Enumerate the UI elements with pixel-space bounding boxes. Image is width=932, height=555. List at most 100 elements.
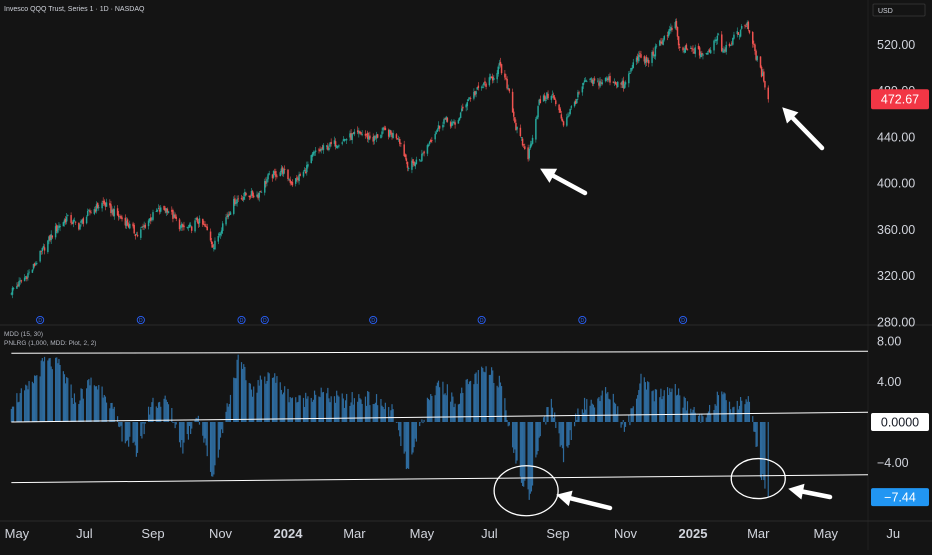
candle-body (314, 150, 317, 152)
candle-body (342, 139, 345, 141)
histogram-bar (484, 372, 486, 422)
candle-body (483, 82, 485, 86)
histogram-bar (467, 384, 469, 422)
candle-body (684, 46, 687, 53)
candle-body (530, 143, 533, 146)
candle-body (508, 88, 511, 92)
candle-body (403, 144, 405, 156)
candle-body (504, 73, 506, 78)
candle-body (256, 194, 258, 197)
histogram-bar (721, 391, 723, 422)
histogram-bar (36, 375, 38, 422)
candle-body (612, 81, 615, 83)
histogram-bar (249, 383, 251, 422)
histogram-bar (617, 406, 619, 422)
price-axis-tick-label: 280.00 (877, 316, 915, 330)
histogram-bar (267, 372, 269, 422)
candle-body (701, 52, 703, 55)
candle-body (451, 123, 453, 126)
annotation-circle[interactable] (730, 457, 786, 500)
dividend-event-icon[interactable] (369, 315, 378, 325)
histogram-bar (507, 421, 509, 427)
trend-line[interactable] (11, 350, 869, 354)
annotation-arrow[interactable] (790, 115, 825, 151)
candle-body (150, 217, 152, 221)
dividend-event-icon[interactable] (678, 315, 688, 325)
histogram-bar (31, 381, 33, 422)
annotation-arrow[interactable] (800, 489, 833, 500)
histogram-bar (337, 395, 339, 422)
histogram-bar (544, 416, 546, 422)
time-axis-tick-label: 2024 (274, 526, 304, 541)
candle-body (350, 133, 352, 140)
histogram-bar (744, 404, 746, 422)
candle-body (755, 50, 757, 60)
histogram-bar (654, 389, 656, 422)
histogram-bar (186, 421, 188, 435)
dividend-event-icon[interactable] (36, 315, 45, 325)
histogram-bar (181, 421, 183, 441)
histogram-bar (338, 396, 340, 422)
dividend-event-icon[interactable] (136, 315, 145, 325)
histogram-bar (516, 421, 518, 461)
dividend-event-icon[interactable] (477, 315, 486, 325)
histogram-bar (218, 421, 220, 450)
candle-body (233, 198, 235, 214)
histogram-bar (41, 358, 43, 422)
histogram-bar (346, 393, 348, 422)
histogram-bar (125, 421, 128, 442)
candle-body (622, 80, 625, 88)
candle-body (545, 99, 547, 102)
candle-body (209, 231, 212, 241)
dividend-event-icon[interactable] (237, 315, 246, 325)
candle-body (669, 29, 671, 31)
histogram-bar (187, 421, 190, 440)
histogram-bar (583, 397, 586, 422)
candle-body (214, 240, 216, 250)
candle-body (98, 207, 100, 209)
candle-body (638, 54, 640, 62)
histogram-bar (730, 409, 732, 422)
currency-badge[interactable] (872, 3, 926, 17)
dividend-event-icon[interactable] (578, 315, 587, 325)
histogram-bar (40, 360, 42, 422)
candle-body (759, 56, 762, 68)
histogram-bar (156, 407, 159, 422)
candle-body (643, 56, 646, 62)
candle-body (81, 219, 83, 222)
histogram-bar (289, 397, 291, 422)
annotation-circle[interactable] (493, 465, 559, 517)
trend-line[interactable] (11, 411, 869, 423)
candle-body (140, 229, 142, 238)
annotation-arrow[interactable] (551, 173, 588, 196)
candle-body (465, 104, 467, 108)
candle-body (707, 50, 710, 52)
trend-line[interactable] (11, 474, 869, 484)
candle-body (693, 51, 695, 54)
dividend-event-icon[interactable] (260, 315, 269, 325)
candle-body (111, 209, 113, 213)
candle-body (328, 147, 330, 151)
candle-body (578, 92, 580, 94)
histogram-bar (341, 393, 343, 422)
histogram-bar (120, 421, 122, 426)
histogram-bar (134, 421, 136, 446)
candle-body (709, 50, 712, 54)
histogram-bar (173, 421, 175, 423)
time-axis-tick-label: Nov (209, 526, 233, 541)
histogram-bar (612, 393, 614, 422)
candle-body (62, 222, 65, 227)
histogram-bar (614, 403, 617, 422)
histogram-bar (281, 394, 284, 422)
histogram-bar (98, 385, 100, 422)
candle-body (16, 286, 18, 289)
candle-body (327, 146, 329, 150)
annotation-arrow[interactable] (568, 496, 613, 511)
candle-body (748, 30, 751, 33)
candle-body (582, 82, 585, 86)
dividend-event-letter: D (581, 318, 585, 324)
candle-body (584, 80, 587, 82)
candle-body (63, 219, 66, 224)
candle-body (240, 198, 243, 199)
